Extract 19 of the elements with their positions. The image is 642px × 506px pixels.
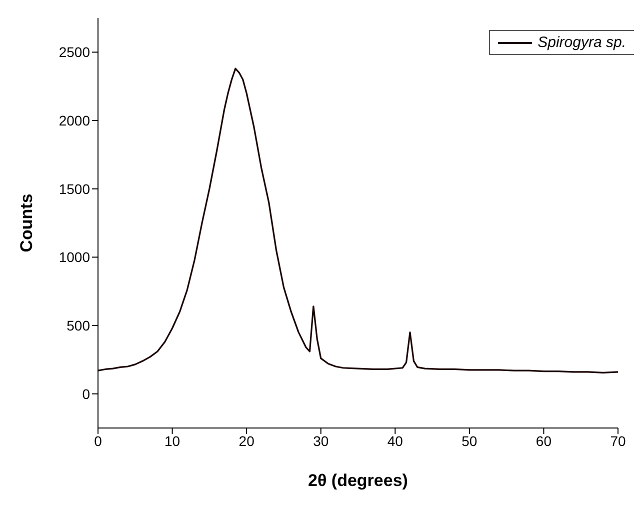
y-tick-label: 2500 (58, 44, 90, 60)
x-axis-title: 2θ (degrees) (308, 471, 408, 490)
x-tick-label: 10 (164, 432, 180, 449)
x-tick-label: 60 (536, 432, 552, 449)
y-tick-label: 500 (66, 317, 90, 334)
y-tick-label: 2000 (58, 112, 90, 128)
y-tick-label: 1500 (58, 180, 90, 197)
x-tick-label: 50 (462, 432, 478, 449)
y-tick-label: 1000 (58, 249, 90, 266)
line-series (98, 68, 618, 374)
y-tick-label: 0 (82, 386, 90, 402)
x-tick-label: 70 (610, 432, 626, 449)
x-tick-label: 0 (94, 432, 102, 449)
x-tick-label: 20 (238, 432, 255, 449)
legend-label: Spirogyra sp. (538, 34, 626, 51)
x-tick-label: 30 (313, 432, 329, 449)
legend-frame: Spirogyra sp. (488, 30, 634, 55)
y-axis-title: Counts (17, 194, 36, 252)
x-tick-label: 40 (387, 432, 404, 449)
